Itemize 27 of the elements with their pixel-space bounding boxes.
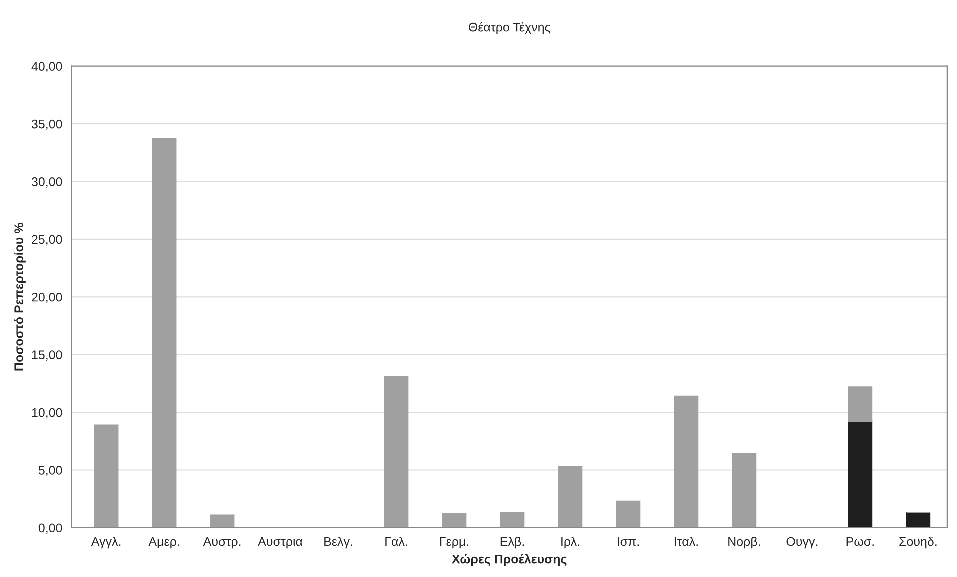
y-axis-title: Ποσοστό Ρεπερτορίου % (14, 223, 26, 371)
x-tick-label: Ουγγ. (786, 537, 818, 549)
y-tick-label: 35,00 (32, 120, 62, 130)
x-tick-label: Αμερ. (148, 537, 180, 549)
x-tick-label: Ισπ. (618, 537, 639, 546)
x-tick-label: Γαλ. (386, 536, 408, 546)
x-tick-label: Ιταλ. (675, 536, 698, 546)
x-tick-label: Βελγ. (324, 536, 352, 549)
x-tick-label: Ρωσ. (846, 537, 874, 546)
x-tick-label: Αγγλ. (91, 536, 121, 549)
x-tick-label: Αυστρ. (203, 537, 241, 549)
y-tick-label: 30,00 (32, 178, 62, 188)
x-tick-label: Αυστρια (258, 537, 303, 549)
y-tick-label: 40,00 (32, 62, 62, 72)
x-tick-label: Νορβ. (728, 536, 760, 549)
x-tick-label: Σουηδ. (900, 536, 937, 549)
x-tick-label: Ελβ. (500, 536, 524, 549)
y-tick-label: 0,00 (38, 524, 62, 534)
y-tick-label: 5,00 (38, 466, 62, 476)
y-tick-label: 20,00 (32, 292, 62, 304)
y-tick-label: 25,00 (32, 235, 62, 246)
x-axis-title: Χώρες Προέλευσης (452, 554, 567, 566)
x-tick-label: Γερμ. (440, 537, 468, 549)
y-tick-label: 10,00 (32, 408, 62, 419)
x-tick-label: Ιρλ. (562, 536, 580, 549)
y-tick-label: 15,00 (32, 350, 62, 361)
chart-title: Θέατρο Τέχνης (469, 22, 550, 34)
